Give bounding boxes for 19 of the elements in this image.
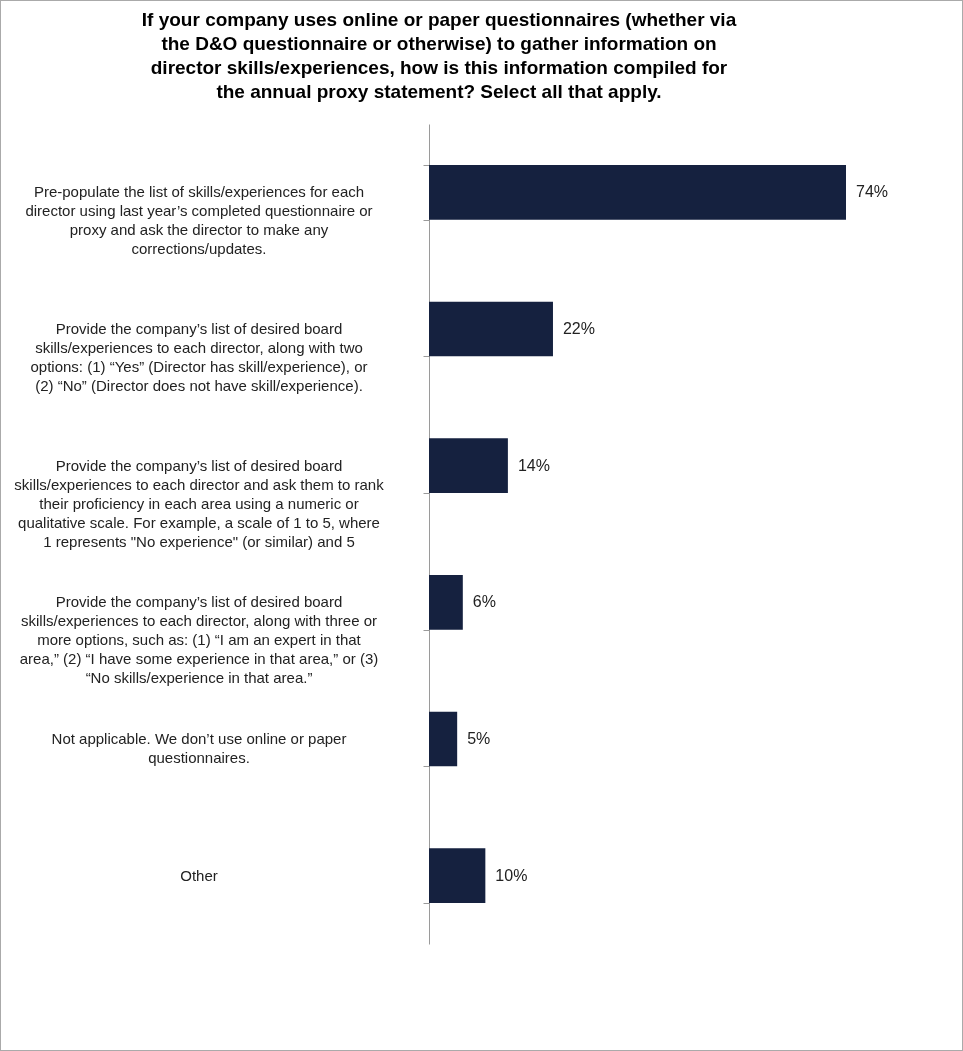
- data-label: 74%: [856, 183, 889, 201]
- bar: [429, 575, 463, 630]
- bar: [429, 165, 846, 220]
- data-label: 10%: [495, 866, 528, 884]
- bar: [429, 301, 553, 357]
- data-label: 5%: [467, 730, 491, 747]
- y-tick-label: Not applicable. We don’t use online or paper questionnaires.: [51, 730, 347, 766]
- bar: [429, 848, 486, 903]
- chart-title: If your company uses online or paper questionnaires (whether via the D&O questionnaire or otherwise) to gather information on director skills/experiences, how is this information compiled for the annual proxy statement? Select all that apply.: [141, 9, 737, 102]
- data-label: 14%: [517, 456, 550, 474]
- y-tick-label: Pre-populate the list of skills/experiences for each director using last year’s completed questionnaire or proxy and ask the director to make any corrections/updates.: [25, 183, 373, 258]
- y-tick-label: Other: [180, 866, 218, 884]
- y-tick-label: Provide the company’s list of desired board skills/experiences to each director, along with three or more options, such as: (1) “I am an expert in that area,” (2) “I have some experience in that area,” or (3) “No skills/experience in that area.”: [19, 593, 379, 687]
- bar: [429, 711, 458, 767]
- data-label: 6%: [472, 593, 496, 611]
- bar: [429, 438, 508, 493]
- y-tick-label: Provide the company’s list of desired board skills/experiences to each director, along with two options: (1) “Yes” (Director has skill/experience), or (2) “No” (Director does not have skill/experience).: [30, 320, 368, 394]
- data-label: 22%: [562, 320, 595, 337]
- y-tick-label: Provide the company’s list of desired board skills/experiences to each director and ask them to rank their proficiency in each area using a numeric or qualitative scale. For example, a scale of 1 to 5, where 1 represents "No experience" (or similar) and 5: [14, 456, 385, 550]
